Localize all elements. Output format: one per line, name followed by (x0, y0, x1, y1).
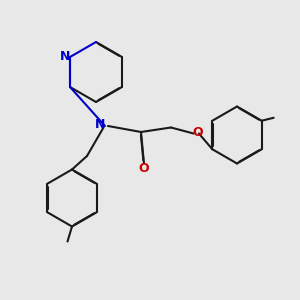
Text: N: N (59, 50, 70, 64)
Text: O: O (139, 161, 149, 175)
Text: O: O (193, 125, 203, 139)
Text: N: N (95, 118, 106, 131)
